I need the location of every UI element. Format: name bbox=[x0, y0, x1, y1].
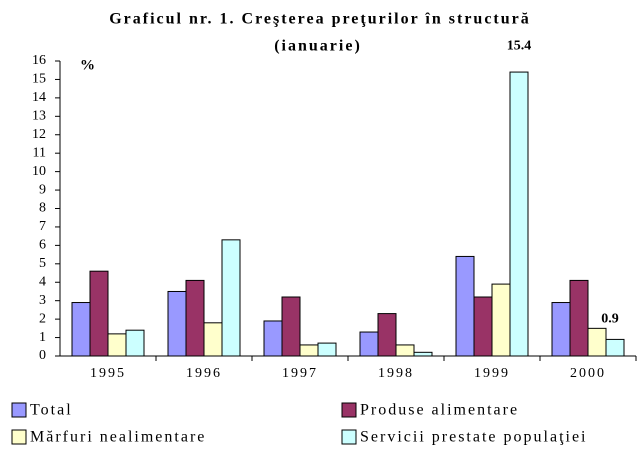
x-tick-label: 1995 bbox=[90, 366, 126, 381]
x-tick-label: 1997 bbox=[282, 366, 318, 381]
bar bbox=[413, 351, 433, 357]
bar bbox=[491, 283, 511, 357]
chart-subtitle: (ianuarie) bbox=[274, 38, 362, 55]
bar bbox=[509, 71, 529, 357]
y-tick-label: 9 bbox=[39, 182, 46, 197]
x-tick-label: 2000 bbox=[570, 366, 606, 381]
data-label: 15.4 bbox=[507, 38, 532, 53]
legend-label: Servicii prestate populaţiei bbox=[360, 429, 588, 446]
y-tick-label: 2 bbox=[39, 311, 46, 326]
y-tick-label: 4 bbox=[39, 274, 46, 289]
y-tick-label: 12 bbox=[32, 127, 46, 142]
y-tick-label: 13 bbox=[32, 109, 46, 124]
legend-swatch bbox=[341, 429, 357, 445]
x-tick-label: 1998 bbox=[378, 366, 414, 381]
legend-label: Mărfuri nealimentare bbox=[30, 429, 206, 446]
bar bbox=[71, 302, 91, 357]
y-tick-label: 15 bbox=[32, 72, 46, 87]
y-tick-label: 1 bbox=[39, 330, 46, 345]
legend-swatch bbox=[341, 402, 357, 418]
bar bbox=[455, 255, 475, 357]
bar bbox=[473, 296, 493, 357]
bar bbox=[185, 279, 205, 357]
y-tick-label: 0 bbox=[39, 348, 46, 363]
y-tick-label: 3 bbox=[39, 293, 46, 308]
bar bbox=[569, 279, 589, 357]
bar bbox=[359, 331, 379, 357]
bar bbox=[587, 327, 607, 357]
bar bbox=[281, 296, 301, 357]
y-tick-label: 8 bbox=[39, 201, 46, 216]
bar bbox=[107, 333, 127, 357]
bar bbox=[203, 322, 223, 357]
bar bbox=[89, 270, 109, 357]
y-axis-label: % bbox=[80, 57, 95, 73]
legend-label: Produse alimentare bbox=[360, 402, 519, 419]
legend-label: Total bbox=[30, 402, 73, 419]
bar bbox=[395, 344, 415, 357]
chart-title: Graficul nr. 1. Creşterea preţurilor în … bbox=[109, 11, 531, 28]
bar bbox=[299, 344, 319, 357]
x-tick-label: 1996 bbox=[186, 366, 222, 381]
bar bbox=[377, 313, 397, 357]
y-tick-label: 10 bbox=[32, 164, 46, 179]
y-tick-label: 11 bbox=[33, 145, 46, 160]
legend-swatch bbox=[11, 402, 27, 418]
bar bbox=[263, 320, 283, 357]
bar bbox=[551, 302, 571, 357]
data-label: 0.9 bbox=[601, 312, 619, 327]
y-tick-label: 14 bbox=[32, 90, 46, 105]
legend-swatch bbox=[11, 429, 27, 445]
bar bbox=[317, 342, 337, 357]
y-tick-label: 5 bbox=[39, 256, 46, 271]
y-tick-label: 7 bbox=[39, 219, 46, 234]
y-tick-label: 6 bbox=[39, 238, 46, 253]
y-tick-label: 16 bbox=[32, 53, 46, 68]
x-tick-label: 1999 bbox=[474, 366, 510, 381]
bar bbox=[125, 329, 145, 357]
bar bbox=[605, 338, 625, 357]
bar bbox=[221, 239, 241, 357]
bar bbox=[167, 290, 187, 357]
